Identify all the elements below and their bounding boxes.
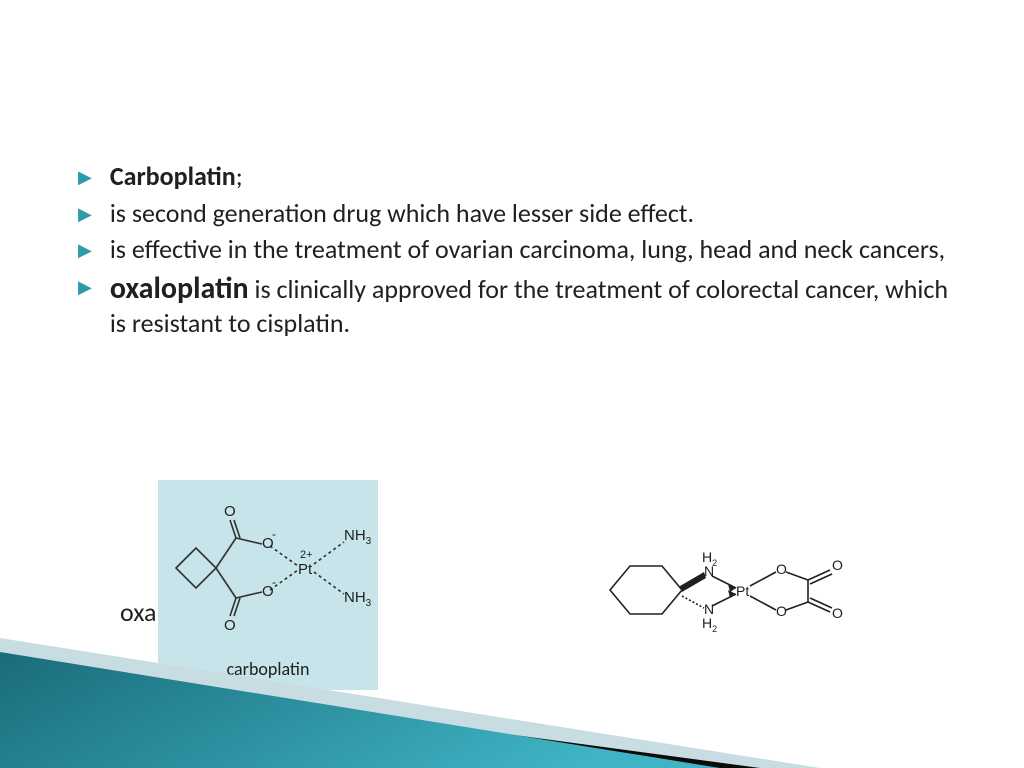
svg-text:O: O <box>832 605 843 621</box>
bullet-rest: ; <box>236 160 243 192</box>
svg-text:H2: H2 <box>702 615 717 634</box>
svg-text:O: O <box>832 557 843 573</box>
bullet-list: ▶ Carboplatin; ▶ is second generation dr… <box>78 160 958 344</box>
bullet-item: ▶ is second generation drug which have l… <box>78 197 958 230</box>
bold-term: oxaloplatin <box>110 270 249 307</box>
carboplatin-caption: carboplatin <box>158 658 378 680</box>
bullet-item: ▶ oxaloplatin is clinically approved for… <box>78 270 958 340</box>
chevron-right-icon: ▶ <box>78 276 92 299</box>
svg-text:Pt: Pt <box>298 561 313 578</box>
svg-text:-: - <box>272 575 276 589</box>
chevron-right-icon: ▶ <box>78 166 92 189</box>
chevron-right-icon: ▶ <box>78 239 92 262</box>
bold-term: Carboplatin <box>110 160 236 192</box>
svg-text:NH3: NH3 <box>344 527 372 547</box>
oxaliplatin-structure: H2 N N H2 Pt O O O O <box>590 520 850 660</box>
bullet-text: is effective in the treatment of ovarian… <box>110 233 945 266</box>
svg-text:O: O <box>224 503 236 520</box>
svg-text:-: - <box>272 527 276 541</box>
svg-text:O: O <box>776 561 787 577</box>
svg-text:NH3: NH3 <box>344 589 372 609</box>
svg-text:O: O <box>776 603 787 619</box>
bullet-text: Carboplatin; <box>110 160 243 193</box>
oxa-label: oxa <box>120 596 156 628</box>
bullet-item: ▶ is effective in the treatment of ovari… <box>78 233 958 266</box>
bullet-item: ▶ Carboplatin; <box>78 160 958 193</box>
svg-text:O: O <box>224 617 236 634</box>
bullet-text: is second generation drug which have les… <box>110 197 694 230</box>
svg-text:2+: 2+ <box>300 549 313 561</box>
svg-text:N: N <box>704 563 714 579</box>
svg-text:Pt: Pt <box>736 583 749 599</box>
slide-decoration <box>0 638 1024 768</box>
bullet-text: oxaloplatin is clinically approved for t… <box>110 270 958 340</box>
carboplatin-structure: O O O O - - Pt 2+ NH3 NH3 carboplatin <box>158 480 378 690</box>
chevron-right-icon: ▶ <box>78 203 92 226</box>
